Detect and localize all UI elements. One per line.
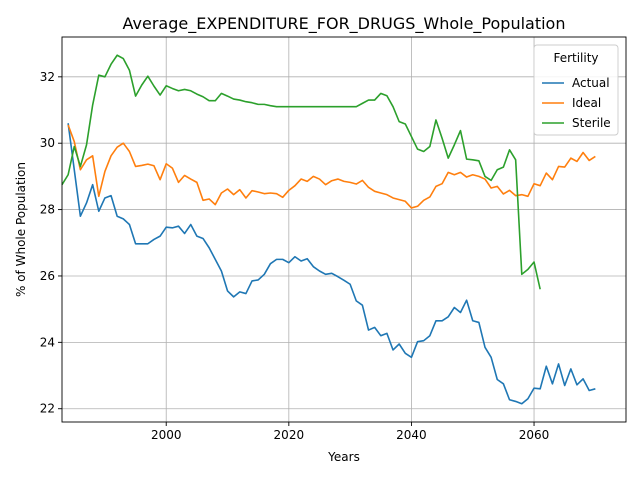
y-tick-label: 22 xyxy=(40,402,55,416)
y-tick-label: 32 xyxy=(40,70,55,84)
legend-label-actual: Actual xyxy=(572,76,610,90)
legend-label-ideal: Ideal xyxy=(572,96,601,110)
series-line-actual xyxy=(67,123,596,405)
chart-title: Average_EXPENDITURE_FOR_DRUGS_Whole_Popu… xyxy=(123,14,566,34)
plot-area: 2000 2020 2040 2060 22 24 26 28 30 32 xyxy=(40,36,627,442)
y-tick-label: 30 xyxy=(40,136,55,150)
series-line-sterile xyxy=(61,54,541,290)
legend: Fertility Actual Ideal Sterile xyxy=(533,44,619,136)
legend-label-sterile: Sterile xyxy=(572,116,611,130)
x-tick-label: 2000 xyxy=(151,428,182,442)
x-tick-label: 2040 xyxy=(396,428,427,442)
series-line-ideal xyxy=(67,124,596,209)
y-axis-label: % of Whole Population xyxy=(14,162,28,297)
legend-box xyxy=(533,44,619,136)
legend-title: Fertility xyxy=(553,51,598,65)
x-tick-label: 2060 xyxy=(519,428,550,442)
axes-frame xyxy=(61,36,627,423)
x-axis-label: Years xyxy=(327,450,360,464)
y-tick-label: 26 xyxy=(40,269,55,283)
y-tick-label: 28 xyxy=(40,203,55,217)
x-tick-label: 2020 xyxy=(274,428,305,442)
y-tick-label: 24 xyxy=(40,335,55,349)
